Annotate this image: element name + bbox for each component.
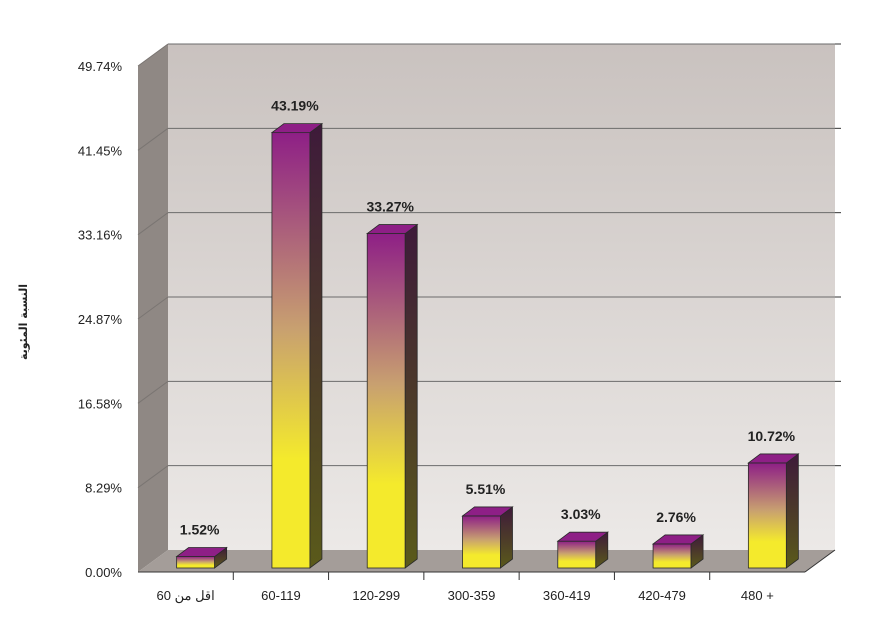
side-gridline: [137, 212, 169, 236]
y-tick-label: 0.00%: [85, 565, 122, 580]
x-tick-label: 480 +: [741, 588, 774, 603]
x-tick-label: 420-479: [638, 588, 686, 603]
bar: [747, 453, 800, 569]
y-tick-label: 24.87%: [78, 312, 123, 327]
data-label: 5.51%: [466, 481, 506, 497]
y-tick-label: 8.29%: [85, 481, 122, 496]
side-gridline: [137, 296, 169, 320]
x-tick-label: 300-359: [448, 588, 496, 603]
bar-top: [175, 547, 228, 557]
bars: [175, 122, 800, 569]
x-axis-ticks: اقل من 60 60-119 120-299 300-359 360-419 420-…: [157, 572, 774, 604]
bar-top: [747, 453, 800, 464]
bar-top: [366, 224, 419, 234]
bar-side: [404, 223, 418, 569]
y-tick-label: 16.58%: [78, 396, 123, 411]
bar-front: [747, 462, 787, 569]
bar: [366, 223, 419, 569]
side-gridline: [137, 465, 169, 489]
bar-front: [176, 556, 216, 569]
bar: [556, 531, 609, 569]
x-tick-label: اقل من 60: [157, 588, 215, 604]
y-tick-label: 33.16%: [78, 228, 123, 243]
data-labels: 1.52% 43.19% 33.27% 5.51% 3.03% 2.76% 10.72%: [180, 98, 796, 538]
data-label: 2.76%: [656, 509, 696, 525]
bar-side: [309, 122, 323, 569]
bar-front: [557, 540, 597, 569]
bar: [270, 122, 324, 569]
bar-side: [785, 453, 799, 569]
y-tick-label: 41.45%: [78, 143, 123, 158]
bar-top: [270, 123, 324, 134]
bar-front: [366, 233, 406, 569]
bar-top: [461, 506, 514, 517]
side-gridline: [137, 380, 169, 404]
bar: [461, 506, 514, 569]
bar-front: [652, 543, 692, 569]
bar-front: [271, 132, 311, 569]
bar-front: [462, 515, 501, 569]
x-tick-label: 60-119: [261, 588, 301, 603]
y-tick-label: 49.74%: [78, 59, 123, 74]
y-axis-label: النسبة المئوية: [17, 284, 30, 360]
x-tick-label: 360-419: [543, 588, 591, 603]
bar-top: [556, 531, 609, 542]
side-gridline: [137, 43, 169, 67]
side-gridline: [137, 127, 169, 151]
bar: [651, 534, 705, 569]
bar: [175, 546, 228, 569]
data-label: 10.72%: [748, 428, 796, 444]
data-label: 33.27%: [366, 199, 414, 215]
data-label: 1.52%: [180, 522, 220, 538]
floor-edge: [804, 549, 836, 573]
data-label: 3.03%: [561, 506, 601, 522]
y-axis-ticks: 0.00% 8.29% 16.58% 24.87% 33.16% 41.45% 49.74%: [78, 59, 123, 580]
data-label: 43.19%: [271, 98, 319, 114]
x-tick-label: 120-299: [352, 588, 400, 603]
bar-top: [651, 534, 705, 545]
bar-side: [500, 506, 513, 569]
